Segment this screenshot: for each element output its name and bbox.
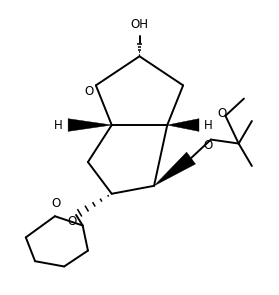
Text: O: O (52, 197, 61, 210)
Text: O: O (204, 139, 213, 152)
Polygon shape (68, 119, 112, 131)
Text: H: H (54, 119, 63, 132)
Text: O: O (85, 86, 94, 99)
Text: OH: OH (131, 18, 148, 31)
Text: O: O (67, 215, 76, 228)
Polygon shape (154, 152, 196, 186)
Polygon shape (167, 119, 199, 131)
Text: H: H (204, 119, 213, 132)
Text: O: O (218, 107, 227, 120)
